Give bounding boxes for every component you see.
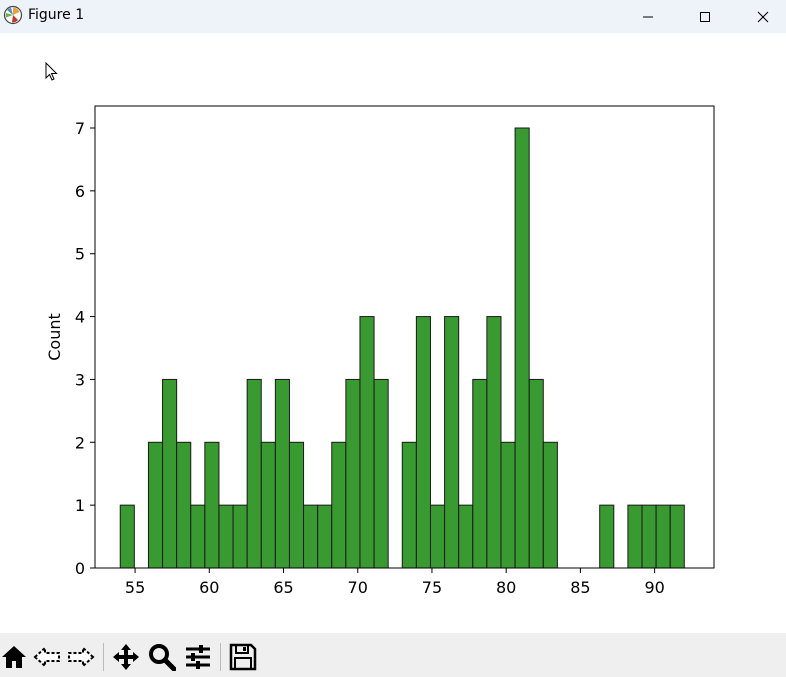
histogram-bar — [162, 378, 178, 569]
histogram-bar — [514, 127, 530, 569]
y-tick-label: 5 — [75, 245, 85, 264]
minimize-icon — [643, 16, 653, 17]
x-tick-label: 70 — [348, 578, 368, 597]
histogram-bar — [345, 378, 361, 569]
x-tick-label: 80 — [496, 578, 516, 597]
histogram-bar — [232, 504, 248, 569]
y-tick-label: 2 — [75, 433, 85, 452]
maximize-button[interactable] — [680, 0, 730, 33]
y-tick-label: 6 — [75, 182, 85, 201]
x-tick-label: 85 — [570, 578, 590, 597]
histogram-bar — [190, 504, 206, 569]
histogram-bar — [486, 316, 502, 569]
histogram-bar — [669, 504, 685, 569]
histogram-bar — [429, 504, 446, 569]
close-icon — [757, 11, 769, 22]
save-icon[interactable] — [229, 643, 257, 671]
home-icon[interactable] — [0, 643, 28, 671]
histogram-bar — [373, 378, 389, 569]
histogram-bar — [204, 441, 220, 569]
close-button[interactable] — [738, 0, 786, 33]
toolbar-separator — [220, 643, 221, 671]
histogram-bar — [218, 504, 234, 569]
histogram-bar — [528, 378, 544, 569]
minimize-button[interactable] — [623, 0, 673, 33]
histogram-bar — [246, 378, 262, 569]
window-title: Figure 1 — [28, 7, 85, 23]
x-tick-label: 60 — [199, 578, 219, 597]
histogram-bar — [401, 441, 417, 569]
configure-subplots-icon[interactable] — [184, 643, 212, 671]
bars-group — [119, 127, 685, 569]
mouse-cursor-icon — [45, 62, 58, 81]
histogram-bar — [119, 504, 135, 569]
histogram-bar — [176, 441, 192, 569]
histogram-bar — [317, 504, 333, 569]
x-tick-label: 75 — [422, 578, 442, 597]
pan-icon[interactable] — [112, 643, 140, 671]
histogram-chart: 55 60 65 70 75 80 85 90 0 1 2 3 4 5 6 7 Count — [45, 105, 715, 597]
y-axis-label: Count — [45, 313, 64, 361]
y-tick-label: 1 — [75, 496, 85, 515]
histogram-bar — [415, 316, 431, 569]
histogram-bar — [359, 316, 375, 569]
maximize-icon — [700, 11, 710, 22]
histogram-bar — [627, 504, 643, 569]
forward-icon[interactable] — [67, 643, 95, 671]
histogram-bar — [444, 316, 460, 569]
histogram-bar — [542, 441, 558, 569]
back-icon[interactable] — [33, 643, 61, 671]
y-tick-label: 0 — [75, 559, 85, 578]
histogram-bar — [599, 504, 615, 569]
histogram-bar — [260, 441, 276, 569]
histogram-bar — [641, 504, 657, 569]
toolbar-separator — [103, 643, 104, 671]
histogram-bar — [303, 504, 319, 569]
histogram-bar — [500, 441, 516, 569]
y-tick-label: 7 — [75, 119, 85, 138]
histogram-bar — [331, 441, 347, 569]
histogram-bar — [288, 441, 305, 569]
y-axis: 0 1 2 3 4 5 6 7 — [75, 119, 95, 578]
histogram-bar — [655, 504, 671, 569]
histogram-bar — [458, 504, 474, 569]
zoom-icon[interactable] — [148, 643, 176, 671]
axes-frame — [94, 105, 715, 569]
y-tick-label: 3 — [75, 370, 85, 389]
y-tick-label: 4 — [75, 308, 85, 327]
x-tick-label: 90 — [644, 578, 664, 597]
matplotlib-app-icon — [3, 5, 23, 25]
x-axis: 55 60 65 70 75 80 85 90 — [125, 568, 665, 597]
x-tick-label: 55 — [125, 578, 145, 597]
histogram-bar — [472, 378, 488, 569]
x-tick-label: 65 — [273, 578, 293, 597]
histogram-bar — [147, 441, 164, 569]
title-bar: Figure 1 — [0, 0, 786, 33]
navigation-toolbar — [0, 633, 786, 677]
histogram-bar — [274, 378, 290, 569]
